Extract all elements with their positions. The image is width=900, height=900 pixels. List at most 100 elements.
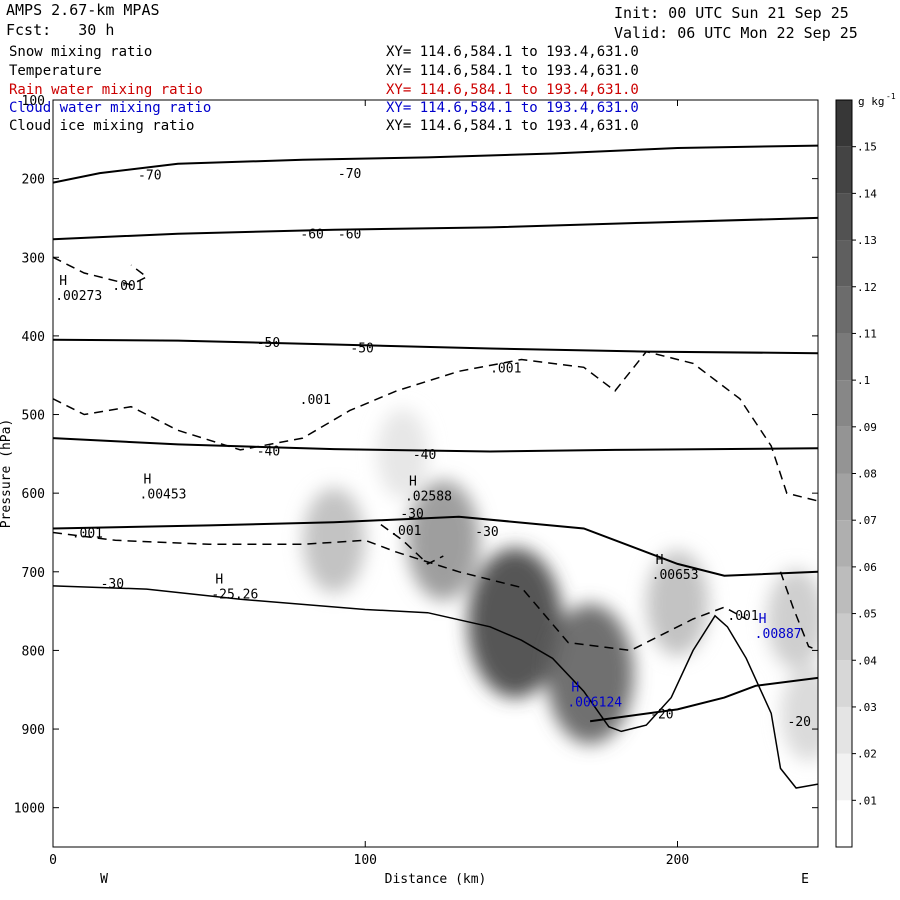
colorbar-tick-label: .07	[857, 514, 877, 527]
snow-contour-label: .001	[490, 361, 521, 376]
snow-contour-line	[53, 256, 149, 286]
colorbar-swatch	[836, 613, 852, 661]
isotherm-label: -70	[338, 167, 361, 182]
isotherm-label: -60	[338, 228, 361, 243]
colorbar-tick-label: .02	[857, 748, 877, 761]
y-tick-label: 100	[22, 94, 45, 109]
colorbar-swatch	[836, 380, 852, 427]
isotherm-label: -20	[650, 707, 673, 722]
isotherm-line	[589, 676, 818, 723]
colorbar-swatch	[836, 286, 852, 334]
isotherm-line	[53, 515, 818, 577]
isotherm-label: -70	[138, 169, 161, 184]
variable-name-cloud-ice: Cloud ice mixing ratio	[9, 118, 195, 134]
isotherm-label: -20	[788, 715, 811, 730]
colorbar-tick-label: .15	[857, 141, 877, 154]
snow-contour-line	[53, 350, 818, 502]
isotherm-line	[53, 216, 818, 241]
shading-blob	[467, 547, 563, 698]
isotherm-line	[53, 338, 818, 355]
extremum-mark: H	[571, 680, 579, 695]
isotherm-label: -30	[475, 525, 498, 540]
isotherm-label: -40	[413, 448, 436, 463]
extremum-value: .00887	[755, 627, 802, 642]
shading-blob	[303, 487, 366, 593]
isotherm-label: -30	[101, 577, 124, 592]
isotherm-label: -50	[350, 342, 373, 357]
model-title: AMPS 2.67-km MPAS	[6, 1, 160, 19]
terrain-line	[53, 585, 818, 789]
colorbar-swatch	[836, 100, 852, 147]
shading-blob	[781, 665, 818, 761]
variable-xy-cloud-water: XY= 114.6,584.1 to 193.4,631.0	[386, 100, 639, 116]
extremum-value: -25.26	[211, 588, 258, 603]
x-tick-label: 100	[354, 853, 377, 868]
colorbar-unit-exponent: -1	[886, 92, 896, 101]
isotherm-line	[53, 437, 818, 453]
x-tick-label: 200	[666, 853, 689, 868]
colorbar-swatch	[836, 660, 852, 707]
y-tick-label: 600	[22, 487, 45, 502]
colorbar-swatch	[836, 473, 852, 521]
snow-contour-line	[53, 531, 747, 652]
y-tick-label: 900	[22, 723, 45, 738]
snow-contour-label: .001	[112, 279, 143, 294]
plot-frame	[52, 99, 819, 848]
extremum-mark: H	[656, 553, 664, 568]
extremum-mark: H	[144, 473, 152, 488]
colorbar-swatch	[836, 566, 852, 614]
colorbar-swatch	[836, 753, 852, 801]
isotherm-label: -50	[257, 336, 280, 351]
extremum-value: .00653	[652, 568, 699, 583]
colorbar-tick-label: .13	[857, 234, 877, 247]
y-tick-label: 400	[22, 330, 45, 345]
extremum-mark: H	[409, 474, 417, 489]
colorbar-tick-label: .1	[857, 374, 870, 387]
extremum-mark: H	[759, 612, 767, 627]
shading-blob	[766, 568, 818, 669]
colorbar-tick-label: .04	[857, 654, 877, 667]
snow-contour-label: .001	[727, 609, 758, 624]
colorbar-swatch	[836, 193, 852, 241]
shading-blob	[546, 604, 634, 745]
y-axis-label: Pressure (hPa)	[0, 419, 14, 529]
y-tick-label: 200	[22, 173, 45, 188]
colorbar-tick-label: .05	[857, 608, 877, 621]
direction-west-label: W	[100, 872, 108, 887]
colorbar-tick-label: .08	[857, 468, 877, 481]
extremum-mark: H	[59, 274, 67, 289]
snow-contour-label: .001	[300, 393, 331, 408]
snow-contour-line	[779, 571, 818, 652]
y-tick-label: 1000	[14, 802, 45, 817]
x-axis-label: Distance (km)	[385, 872, 487, 887]
snow-contour-label: .001	[390, 524, 421, 539]
colorbar-swatch	[836, 520, 852, 567]
y-tick-label: 700	[22, 566, 45, 581]
isotherm-label: -30	[400, 507, 423, 522]
colorbar-swatch	[836, 706, 852, 754]
colorbar-tick-label: .14	[857, 187, 877, 200]
variable-xy-rain: XY= 114.6,584.1 to 193.4,631.0	[386, 82, 639, 98]
colorbar-tick-label: .03	[857, 701, 877, 714]
colorbar-tick-label: .09	[857, 421, 877, 434]
variable-xy-temperature: XY= 114.6,584.1 to 193.4,631.0	[386, 63, 639, 79]
variable-xy-cloud-ice: XY= 114.6,584.1 to 193.4,631.0	[386, 118, 639, 134]
extremum-value: .006124	[567, 695, 622, 710]
y-tick-label: 300	[22, 251, 45, 266]
isotherm-label: -60	[300, 228, 323, 243]
init-time: Init: 00 UTC Sun 21 Sep 25	[614, 4, 849, 22]
colorbar-unit-label: g kg	[858, 95, 885, 108]
shading-blob	[646, 550, 709, 656]
colorbar-swatch	[836, 333, 852, 381]
colorbar-swatch	[836, 800, 852, 847]
plot-area	[53, 144, 818, 789]
variable-name-cloud-water: Cloud water mixing ratio	[9, 100, 212, 116]
extremum-mark: H	[215, 573, 223, 588]
y-tick-label: 500	[22, 409, 45, 424]
shading-blob	[406, 480, 480, 601]
isotherm-label: -40	[257, 445, 280, 460]
colorbar-tick-label: .01	[857, 794, 877, 807]
extremum-value: .00453	[140, 488, 187, 503]
